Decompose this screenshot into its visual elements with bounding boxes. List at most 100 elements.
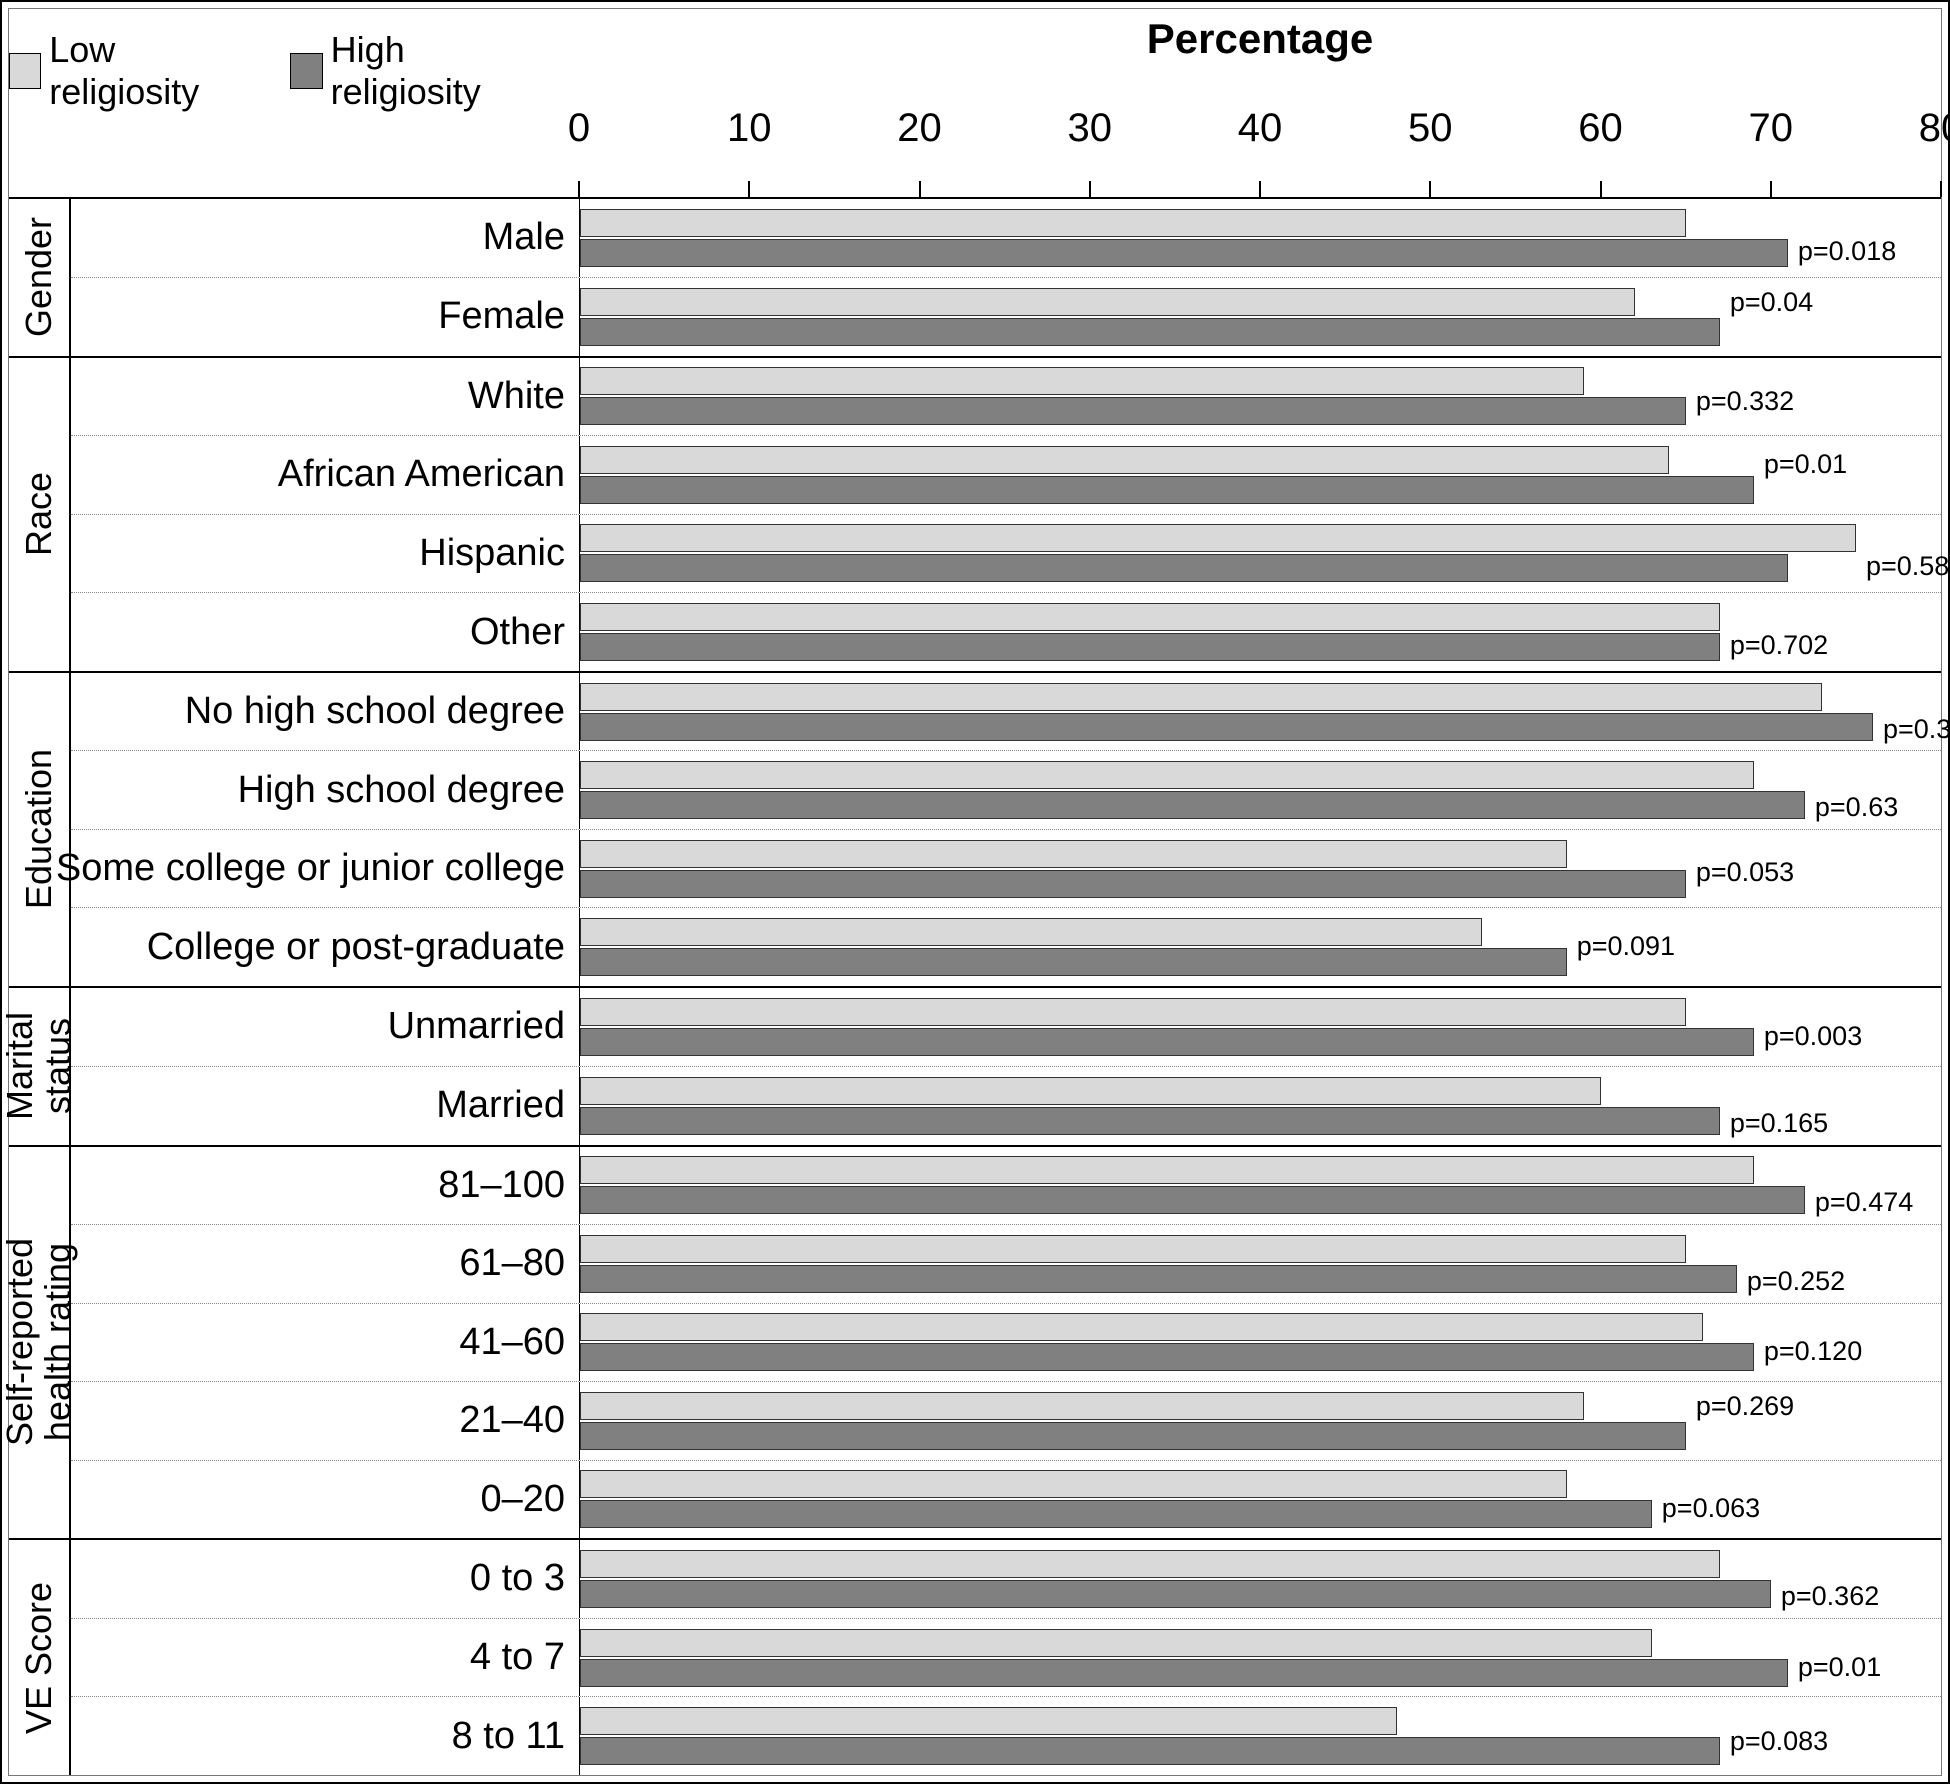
bar-high	[580, 554, 1788, 582]
row-label: No high school degree	[71, 673, 579, 751]
bar-low-wrap	[580, 918, 1941, 946]
group-label-col: Self-reportedhealth rating	[9, 1147, 71, 1539]
bar-high-wrap	[580, 476, 1941, 504]
table-row: Married p=0.165	[71, 1067, 1941, 1145]
axis-region: Percentage 01020304050607080	[579, 9, 1941, 197]
legend-swatch	[290, 53, 322, 89]
bar-high	[580, 791, 1805, 819]
bar-high	[580, 870, 1686, 898]
pvalue-label: p=0.252	[1747, 1266, 1845, 1297]
table-row: Unmarriedp=0.003	[71, 988, 1941, 1067]
table-row: Female p=0.04	[71, 278, 1941, 356]
row-label: African American	[71, 436, 579, 514]
row-label: 8 to 11	[71, 1697, 579, 1775]
bar-low	[580, 918, 1482, 946]
bar-low	[580, 1077, 1601, 1105]
table-row: Malep=0.018	[71, 199, 1941, 278]
tick-mark	[1429, 181, 1431, 197]
body-region: GenderMalep=0.018Femalep=0.04RaceWhitep=…	[9, 199, 1941, 1775]
chart-frame: Low religiosity High religiosity Percenta…	[0, 0, 1950, 1784]
bar-low	[580, 209, 1686, 237]
pvalue-label: p=0.083	[1730, 1726, 1828, 1757]
tick-mark	[1089, 181, 1091, 197]
bar-low-wrap	[580, 603, 1941, 631]
pvalue-label: p=0.04	[1730, 287, 1813, 318]
table-row: 21–40p=0.269	[71, 1382, 1941, 1461]
bar-high-wrap	[580, 554, 1941, 582]
bar-low	[580, 367, 1584, 395]
bar-high	[580, 1028, 1754, 1056]
group: VE Score0 to 3p=0.3624 to 7p=0.018 to 11…	[9, 1540, 1941, 1775]
group-label: Gender	[18, 217, 60, 337]
pvalue-label: p=0.702	[1730, 630, 1828, 661]
bar-high	[580, 713, 1873, 741]
bar-high	[580, 397, 1686, 425]
bar-high-wrap	[580, 948, 1941, 976]
bar-high	[580, 1659, 1788, 1687]
legend-label: Low religiosity	[49, 29, 250, 113]
pvalue-label: p=0.165	[1730, 1108, 1828, 1139]
tick-label: 50	[1408, 106, 1453, 151]
bar-low-wrap	[580, 446, 1941, 474]
rows-col: 0 to 3p=0.3624 to 7p=0.018 to 11p=0.083	[71, 1540, 1941, 1775]
legend-region: Low religiosity High religiosity	[9, 9, 579, 197]
row-label: 61–80	[71, 1225, 579, 1303]
row-label: White	[71, 358, 579, 436]
tick-label: 80	[1919, 106, 1950, 151]
row-label: College or post-graduate	[71, 908, 579, 986]
bar-low	[580, 840, 1567, 868]
row-label: Married	[71, 1067, 579, 1145]
row-label: Female	[71, 278, 579, 356]
bar-low-wrap	[580, 524, 1941, 552]
plot-cell: p=0.003	[579, 988, 1941, 1066]
table-row: 41–60p=0.120	[71, 1304, 1941, 1383]
plot-cell: p=0.474	[579, 1147, 1941, 1225]
bar-low	[580, 446, 1669, 474]
pvalue-label: p=0.39	[1883, 714, 1950, 745]
group: MaritalstatusUnmarriedp=0.003Marriedp=0.…	[9, 988, 1941, 1147]
bar-low-wrap	[580, 1550, 1941, 1578]
bar-low-wrap	[580, 1077, 1941, 1105]
bar-high	[580, 1343, 1754, 1371]
legend-item: High religiosity	[290, 29, 539, 113]
pvalue-label: p=0.63	[1815, 792, 1898, 823]
bar-high-wrap	[580, 1659, 1941, 1687]
row-label: Male	[71, 199, 579, 277]
group-label: Race	[18, 472, 60, 556]
bar-low-wrap	[580, 998, 1941, 1026]
tick-label: 60	[1578, 106, 1623, 151]
bar-low	[580, 1235, 1686, 1263]
bar-high-wrap	[580, 1028, 1941, 1056]
bar-low-wrap	[580, 1156, 1941, 1184]
axis-ticks: 01020304050607080	[579, 97, 1941, 197]
group-label-col: Gender	[9, 199, 71, 356]
bar-low	[580, 1550, 1720, 1578]
bar-high-wrap	[580, 318, 1941, 346]
table-row: Hispanicp=0.58	[71, 515, 1941, 594]
bar-low	[580, 1392, 1584, 1420]
bar-low	[580, 1707, 1397, 1735]
plot-cell: p=0.01	[579, 1619, 1941, 1697]
bar-low-wrap	[580, 1313, 1941, 1341]
bar-high	[580, 239, 1788, 267]
bar-low	[580, 524, 1856, 552]
plot-cell: p=0.04	[579, 278, 1941, 356]
plot-cell: p=0.083	[579, 1697, 1941, 1775]
rows-col: Whitep=0.332African Americanp=0.01Hispan…	[71, 358, 1941, 671]
pvalue-label: p=0.362	[1781, 1581, 1879, 1612]
table-row: 0–20p=0.063	[71, 1461, 1941, 1539]
tick-mark	[578, 181, 580, 197]
group: Self-reportedhealth rating81–100p=0.4746…	[9, 1147, 1941, 1541]
tick-mark	[1600, 181, 1602, 197]
axis-title: Percentage	[1147, 15, 1373, 63]
plot-cell: p=0.362	[579, 1540, 1941, 1618]
group-label-col: Maritalstatus	[9, 988, 71, 1145]
bar-high-wrap	[580, 1186, 1941, 1214]
bar-high	[580, 1737, 1720, 1765]
bar-low	[580, 998, 1686, 1026]
group-label-col: VE Score	[9, 1540, 71, 1775]
pvalue-label: p=0.120	[1764, 1336, 1862, 1367]
plot-cell: p=0.053	[579, 830, 1941, 908]
bar-low-wrap	[580, 1629, 1941, 1657]
row-label: Other	[71, 593, 579, 671]
